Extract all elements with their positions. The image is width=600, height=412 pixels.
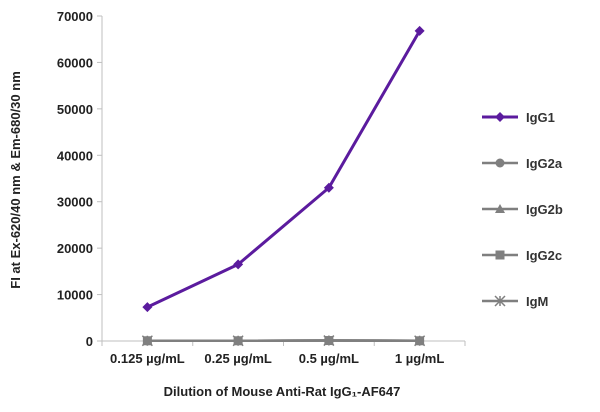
y-tick-label: 60000: [57, 55, 93, 70]
y-tick-label: 10000: [57, 288, 93, 303]
data-point: [233, 336, 243, 346]
y-tick-label: 30000: [57, 195, 93, 210]
series-igg1: [142, 25, 425, 313]
y-tick-label: 70000: [57, 9, 93, 24]
legend-label: IgG2b: [526, 202, 563, 217]
series-igg2a: [142, 336, 425, 346]
data-point: [142, 336, 152, 346]
legend-marker: [495, 250, 505, 260]
legend-label: IgM: [526, 294, 548, 309]
x-axis-ticks: 0.125 µg/mL 0.25 µg/mL 0.5 µg/mL 1 µg/mL: [101, 341, 466, 366]
data-point: [142, 302, 153, 313]
data-point: [233, 259, 244, 270]
legend: IgG1 IgG2a IgG2b IgG2c IgM: [482, 110, 563, 309]
legend-label: IgG2c: [526, 248, 562, 263]
data-point: [414, 25, 425, 36]
data-point: [324, 336, 334, 346]
x-axis-title: Dilution of Mouse Anti-Rat IgG₁-AF647: [164, 384, 401, 399]
legend-label: IgG1: [526, 110, 555, 125]
y-axis-title: FI at Ex-620/40 nm & Em-680/30 nm: [8, 71, 23, 288]
legend-item-igg2c: IgG2c: [482, 248, 562, 263]
y-tick-label: 0: [86, 334, 93, 349]
legend-marker: [494, 295, 506, 307]
y-tick-label: 40000: [57, 148, 93, 163]
legend-marker: [495, 204, 505, 213]
legend-marker: [495, 158, 505, 168]
data-point: [323, 182, 334, 193]
x-tick-label: 0.25 µg/mL: [204, 351, 272, 366]
x-tick-label: 0.125 µg/mL: [110, 351, 185, 366]
legend-item-igg2b: IgG2b: [482, 202, 563, 217]
series-layer: [141, 25, 426, 347]
data-point: [415, 336, 425, 346]
series-line: [146, 30, 421, 309]
y-tick-label: 50000: [57, 102, 93, 117]
legend-marker: [495, 112, 505, 122]
legend-label: IgG2a: [526, 156, 563, 171]
x-tick-label: 1 µg/mL: [395, 351, 444, 366]
plot-area: [101, 16, 465, 342]
y-axis-ticks: 0 10000 20000 30000 40000 50000 60000 70000: [57, 9, 102, 349]
y-tick-label: 20000: [57, 241, 93, 256]
legend-item-igm: IgM: [482, 294, 548, 309]
x-tick-label: 0.5 µg/mL: [299, 351, 359, 366]
legend-item-igg2a: IgG2a: [482, 156, 563, 171]
legend-item-igg1: IgG1: [482, 110, 555, 125]
